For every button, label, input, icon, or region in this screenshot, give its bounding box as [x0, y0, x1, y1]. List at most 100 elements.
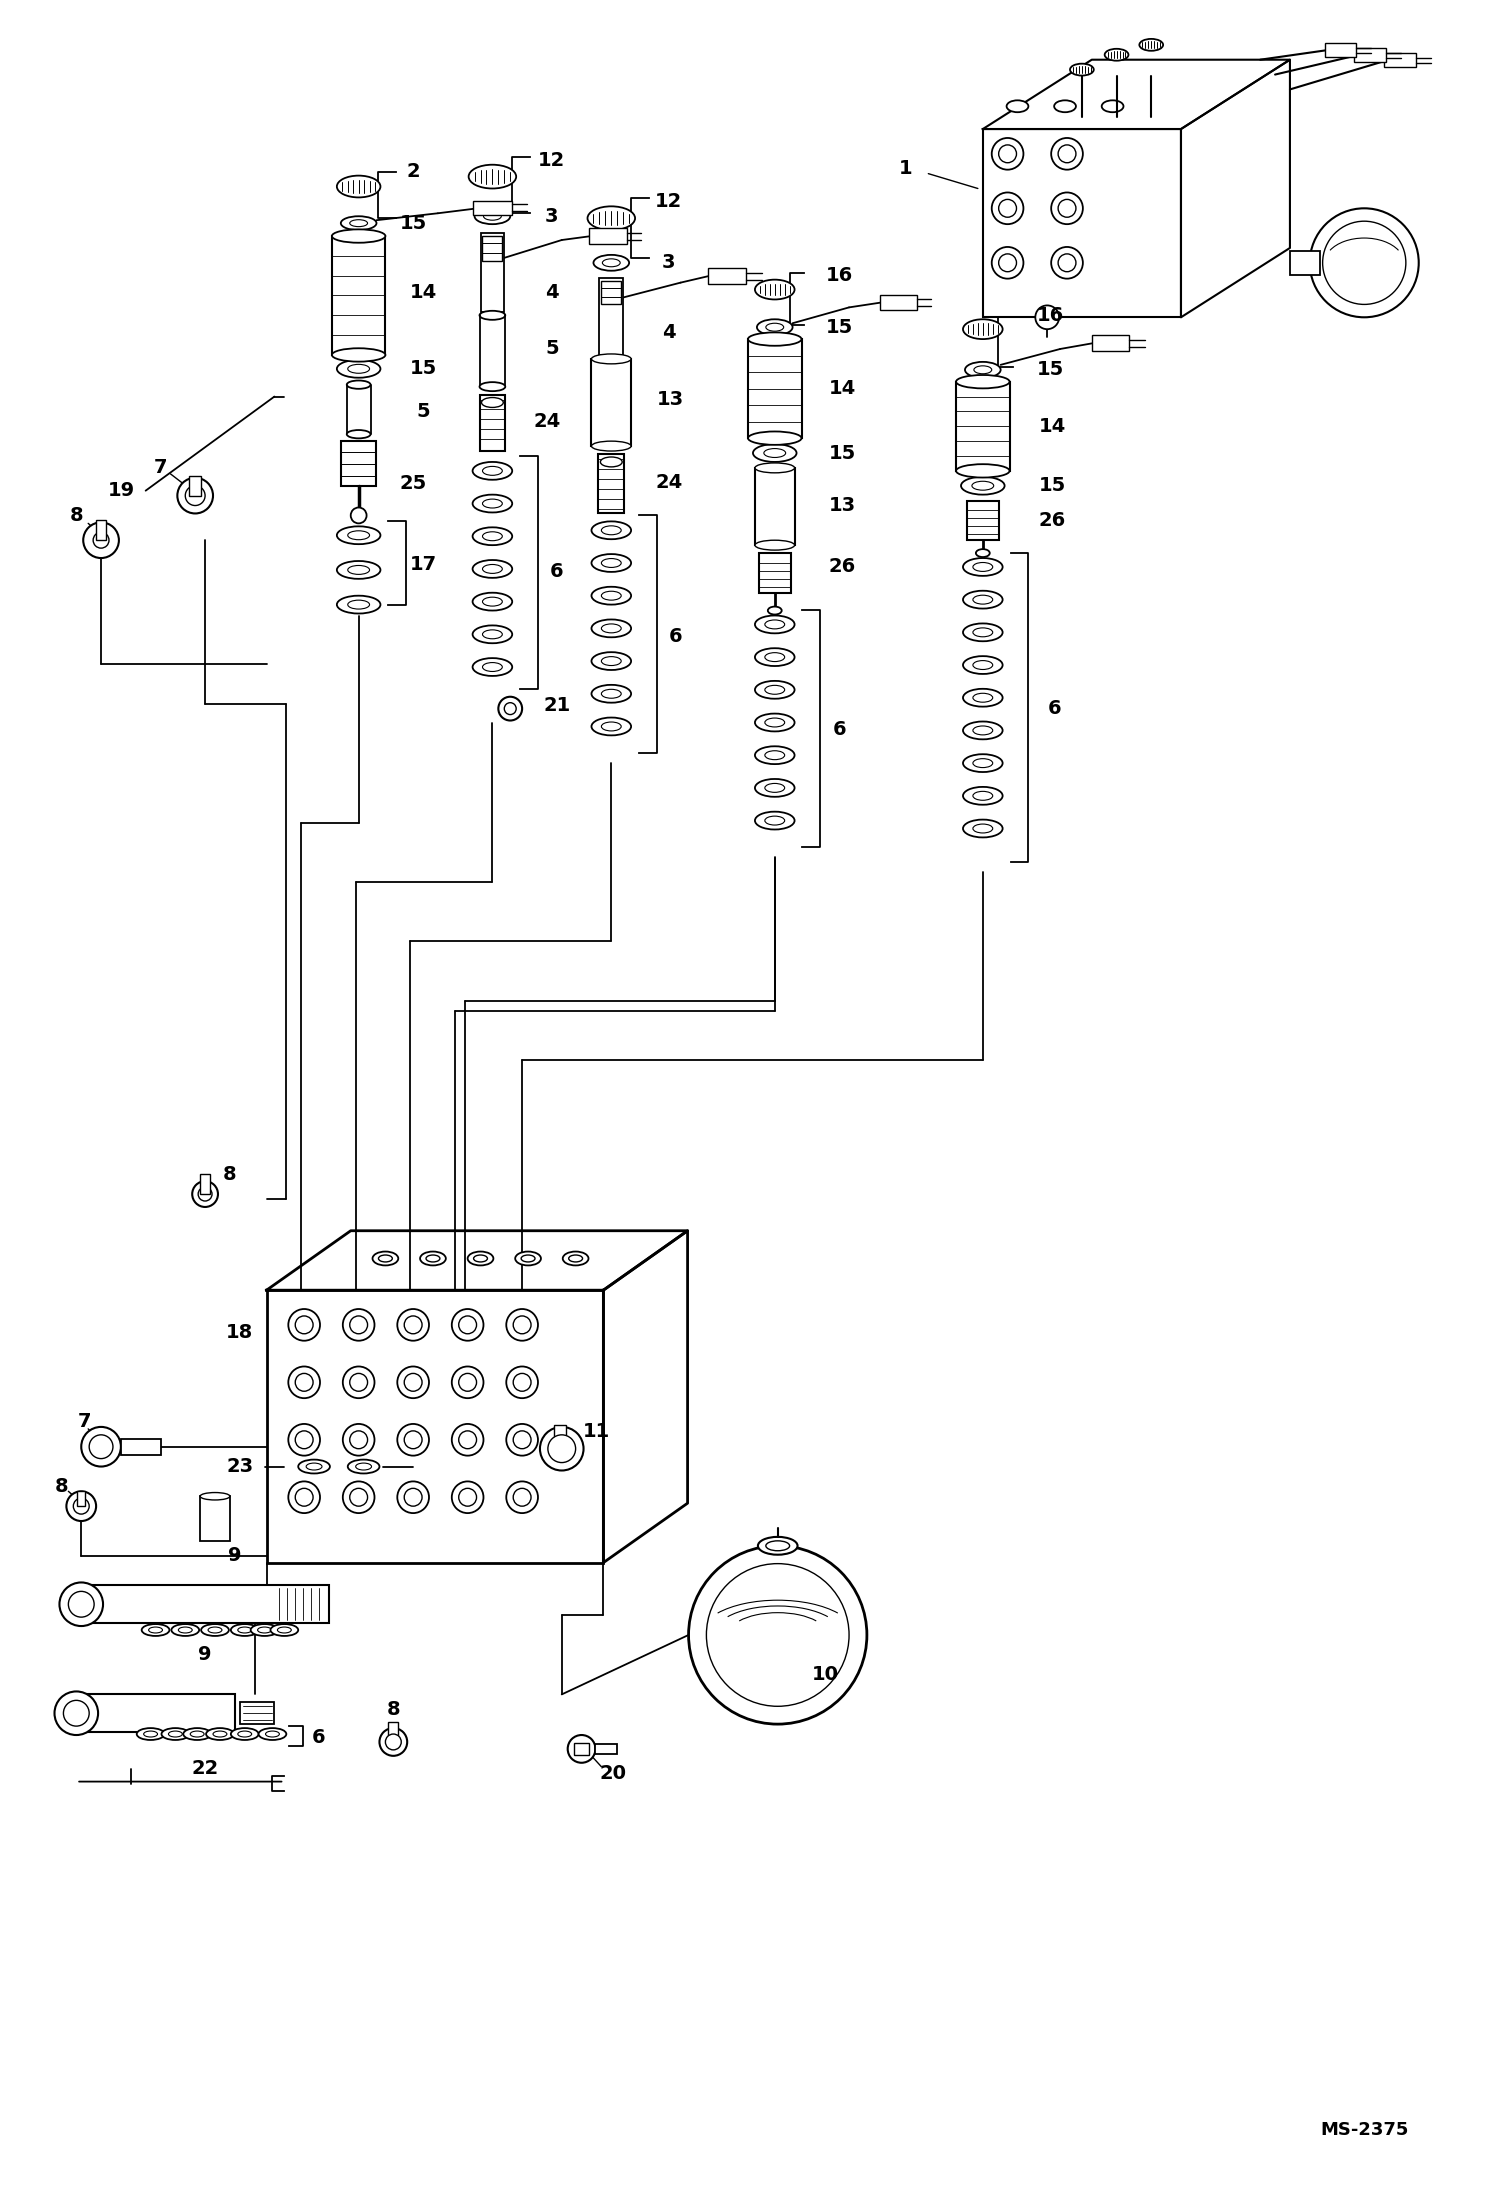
- Ellipse shape: [472, 559, 512, 577]
- Ellipse shape: [342, 217, 376, 230]
- Text: 14: 14: [1038, 417, 1065, 436]
- Bar: [1324, 44, 1356, 57]
- Ellipse shape: [765, 654, 785, 662]
- Circle shape: [539, 1428, 584, 1472]
- Bar: [1290, 250, 1320, 274]
- Text: 15: 15: [400, 213, 427, 232]
- Text: 6: 6: [670, 627, 683, 645]
- Ellipse shape: [482, 500, 502, 509]
- Ellipse shape: [231, 1625, 259, 1636]
- Ellipse shape: [972, 594, 993, 603]
- Ellipse shape: [963, 787, 1002, 805]
- Bar: [240, 1702, 274, 1724]
- Ellipse shape: [972, 759, 993, 768]
- Bar: [598, 454, 625, 513]
- Ellipse shape: [956, 375, 1010, 388]
- Text: 21: 21: [544, 695, 571, 715]
- Ellipse shape: [337, 561, 380, 579]
- Bar: [1092, 336, 1129, 351]
- Circle shape: [295, 1430, 313, 1450]
- Bar: [388, 1722, 398, 1741]
- Ellipse shape: [592, 588, 631, 605]
- Bar: [472, 202, 512, 215]
- Ellipse shape: [144, 1730, 157, 1737]
- Text: 8: 8: [54, 1476, 69, 1496]
- Circle shape: [992, 248, 1023, 279]
- Circle shape: [1058, 145, 1076, 162]
- Bar: [81, 1586, 330, 1623]
- Text: 15: 15: [1037, 360, 1064, 379]
- Ellipse shape: [515, 1252, 541, 1265]
- Text: 20: 20: [599, 1763, 626, 1783]
- Bar: [574, 1743, 590, 1754]
- Ellipse shape: [349, 219, 367, 226]
- Ellipse shape: [755, 779, 794, 796]
- Ellipse shape: [355, 1463, 372, 1469]
- Circle shape: [992, 138, 1023, 169]
- Ellipse shape: [601, 592, 622, 601]
- Circle shape: [397, 1482, 428, 1513]
- Bar: [342, 441, 376, 485]
- Ellipse shape: [601, 526, 622, 535]
- Ellipse shape: [472, 463, 512, 480]
- Ellipse shape: [765, 750, 785, 759]
- Ellipse shape: [765, 322, 783, 331]
- Ellipse shape: [755, 616, 794, 634]
- Bar: [121, 1439, 160, 1454]
- Ellipse shape: [1007, 101, 1029, 112]
- Text: 14: 14: [828, 379, 855, 399]
- Circle shape: [458, 1489, 476, 1507]
- Text: 3: 3: [662, 254, 676, 272]
- Circle shape: [1052, 193, 1083, 224]
- Text: 6: 6: [1047, 700, 1061, 717]
- Ellipse shape: [171, 1625, 199, 1636]
- Circle shape: [186, 485, 205, 507]
- Ellipse shape: [765, 783, 785, 792]
- Ellipse shape: [148, 1627, 162, 1634]
- Circle shape: [548, 1434, 575, 1463]
- Ellipse shape: [482, 662, 502, 671]
- Ellipse shape: [258, 1627, 271, 1634]
- Ellipse shape: [337, 175, 380, 197]
- Ellipse shape: [956, 465, 1010, 478]
- Circle shape: [506, 1309, 538, 1340]
- Circle shape: [514, 1316, 530, 1333]
- Ellipse shape: [238, 1627, 252, 1634]
- Bar: [78, 1491, 85, 1507]
- Text: 9: 9: [198, 1645, 211, 1664]
- Ellipse shape: [238, 1730, 252, 1737]
- Circle shape: [198, 1186, 213, 1202]
- Text: 5: 5: [416, 401, 430, 421]
- Circle shape: [992, 193, 1023, 224]
- Circle shape: [506, 1366, 538, 1399]
- Ellipse shape: [348, 566, 370, 575]
- Circle shape: [397, 1423, 428, 1456]
- Ellipse shape: [231, 1728, 259, 1739]
- Polygon shape: [267, 1230, 688, 1289]
- Text: 1: 1: [899, 160, 912, 178]
- Ellipse shape: [348, 531, 370, 539]
- Ellipse shape: [481, 397, 503, 408]
- Ellipse shape: [755, 463, 794, 474]
- Ellipse shape: [972, 480, 993, 491]
- Ellipse shape: [482, 531, 502, 542]
- Bar: [968, 500, 999, 539]
- Ellipse shape: [373, 1252, 398, 1265]
- Ellipse shape: [201, 1625, 229, 1636]
- Circle shape: [343, 1423, 374, 1456]
- Circle shape: [1309, 208, 1419, 318]
- Ellipse shape: [755, 680, 794, 700]
- Ellipse shape: [162, 1728, 189, 1739]
- Ellipse shape: [337, 526, 380, 544]
- Ellipse shape: [425, 1254, 440, 1261]
- Polygon shape: [604, 1230, 688, 1564]
- Circle shape: [288, 1309, 321, 1340]
- Ellipse shape: [136, 1728, 165, 1739]
- Ellipse shape: [972, 726, 993, 735]
- Ellipse shape: [972, 825, 993, 833]
- Ellipse shape: [755, 713, 794, 732]
- Text: 26: 26: [1038, 511, 1065, 531]
- Ellipse shape: [765, 621, 785, 629]
- Ellipse shape: [379, 1254, 392, 1261]
- Text: 24: 24: [655, 474, 683, 491]
